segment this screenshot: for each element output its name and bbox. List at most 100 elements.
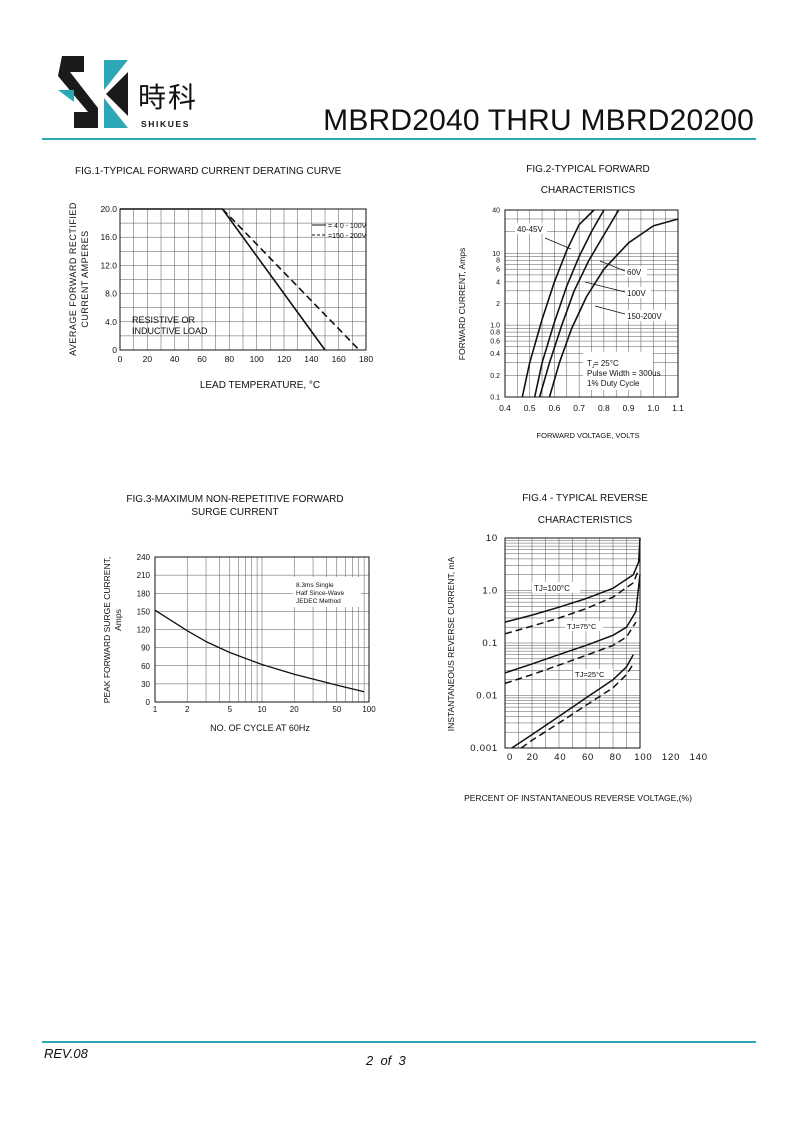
fig2-x-tick-label: 0.5	[524, 403, 536, 413]
fig1-y-tick-label: 20.0	[100, 204, 117, 214]
fig4-x-tick-label: 140	[690, 752, 708, 763]
fig4-series-line-2	[504, 574, 641, 674]
fig2-label-60v: 60V	[627, 268, 642, 277]
fig1-x-tick-label: 80	[225, 354, 235, 364]
fig2-chart: 0.4 0.5 0.6 0.7 0.8 0.9 1.0 1.10.10.20.40.60.81…	[457, 208, 684, 441]
fig2-y-tick-label: 1.0	[490, 323, 500, 330]
fig2-y-tick-label: 0.2	[490, 373, 500, 380]
fig2-ylabel: FORWARD CURRENT, Amps	[457, 248, 467, 360]
fig2-label-100v: 100V	[627, 289, 646, 298]
fig1-x-tick-label: 120	[277, 354, 291, 364]
fig2-series-line-0	[521, 209, 595, 398]
fig2-y-tick-label: 0.6	[490, 339, 500, 346]
footer-rule	[42, 1041, 756, 1043]
fig3-y-tick-label: 210	[137, 571, 151, 580]
fig4-label-25c: TJ=25°C	[575, 670, 605, 679]
company-logo-mark	[58, 56, 128, 128]
fig2-x-tick-label: 0.4	[499, 403, 511, 413]
fig4-series-line-1	[504, 569, 640, 635]
fig1-chart: 0 20 40 60 80 100 120 140 160 180 0 4.0 8.0 12.0 16.0 2…	[68, 202, 373, 391]
fig2-x-tick-label: 0.6	[549, 403, 561, 413]
fig1-title: FIG.1-TYPICAL FORWARD CURRENT DERATING C…	[75, 166, 342, 177]
fig3-y-tick-label: 90	[141, 644, 150, 653]
fig3-y-tick-label: 30	[141, 680, 150, 689]
fig3-y-tick-label: 180	[137, 589, 151, 598]
fig1-x-tick-label: 140	[304, 354, 318, 364]
fig1-y-tick-label: 16.0	[100, 232, 117, 242]
fig4-series-line-3	[504, 621, 637, 685]
fig1-ylabel-line1: AVERAGE FORWARD RECTIFIED	[68, 202, 78, 356]
fig1-legend-solid: = 4 0 - 100V	[328, 223, 367, 230]
fig2-x-tick-label: 0.8	[598, 403, 610, 413]
fig1-x-tick-label: 180	[359, 354, 373, 364]
fig2-label-150-200v: 150-200V	[627, 312, 662, 321]
fig4-y-tick-label: 0.1	[482, 638, 498, 649]
fig4-label-100c: TJ=100°C	[534, 584, 570, 593]
fig2-series-line-1	[533, 209, 605, 398]
fig1-x-tick-label: 20	[143, 354, 153, 364]
fig2-y-tick-label: 0.1	[490, 395, 500, 402]
fig3-legend-line3: JEDEC Method	[296, 598, 341, 605]
fig4-title-line1: FIG.4 - TYPICAL REVERSE	[522, 493, 648, 504]
fig1-y-tick-label: 8.0	[105, 289, 117, 299]
fig3-legend-line1: 8.3ms Single	[296, 582, 334, 589]
fig3-x-tick-label: 1	[153, 705, 158, 714]
page-number: 2 of 3	[366, 1053, 406, 1068]
fig1-xlabel: LEAD TEMPERATURE, °C	[200, 380, 320, 391]
fig3-title-line1: FIG.3-MAXIMUM NON-REPETITIVE FORWARD	[126, 494, 344, 505]
fig1-annotation-line2: INDUCTIVE LOAD	[132, 326, 208, 336]
fig2-y-tick-label: 8	[496, 258, 500, 265]
fig2-x-tick-label: 0.7	[573, 403, 585, 413]
header-rule	[42, 138, 756, 140]
fig3-series-line-0	[154, 609, 365, 693]
fig4-series-line-4	[511, 654, 634, 749]
fig2-y-tick-label: 0.4	[490, 351, 500, 358]
fig2-note-tj-sub: J	[592, 364, 595, 370]
fig1-y-tick-label: 0	[112, 345, 117, 355]
fig3-x-tick-label: 20	[290, 705, 299, 714]
fig2-xlabel: FORWARD VOLTAGE, VOLTS	[537, 431, 640, 440]
revision-label: REV.08	[44, 1046, 88, 1061]
fig3-title-line2: SURGE CURRENT	[191, 507, 279, 518]
fig1-x-tick-label: 0	[118, 354, 123, 364]
fig2-y-tick-label: 4	[496, 279, 500, 286]
fig2-x-tick-label: 0.9	[623, 403, 635, 413]
fig2-note-tj: T = 25°C	[587, 359, 619, 368]
fig1-x-tick-label: 100	[250, 354, 264, 364]
fig2-y-tick-label: 0.8	[490, 330, 500, 337]
fig2-series-line-3	[548, 218, 679, 398]
fig2-x-tick-label: 1.0	[647, 403, 659, 413]
fig3-x-tick-label: 50	[332, 705, 341, 714]
fig4-x-tick-label: 20	[527, 752, 539, 763]
fig4-ylabel: INSTANTANEOUS REVERSE CURRENT, mA	[446, 556, 456, 731]
fig3-y-tick-label: 0	[146, 698, 151, 707]
fig4-y-tick-label: 0.01	[476, 691, 498, 702]
fig4-chart: 0 20 40 60 80 100 120 140 0.001 0.01 0.1 1.0 10 TJ=1…	[446, 533, 708, 803]
fig4-x-tick-label: 60	[582, 752, 594, 763]
fig3-y-tick-label: 120	[137, 626, 151, 635]
fig1-y-tick-label: 12.0	[100, 260, 117, 270]
fig4-xlabel: PERCENT OF INSTANTANEOUS REVERSE VOLTAGE…	[464, 793, 692, 803]
fig1-y-tick-label: 4.0	[105, 317, 117, 327]
page-title: MBRD2040 THRU MBRD20200	[323, 104, 754, 137]
fig3-y-tick-label: 240	[137, 553, 151, 562]
fig2-title-line1: FIG.2-TYPICAL FORWARD	[526, 164, 650, 175]
fig3-xlabel: NO. OF CYCLE AT 60Hz	[210, 723, 310, 733]
logo-chinese-name: 時科	[138, 81, 199, 114]
fig1-x-tick-label: 160	[332, 354, 346, 364]
fig3-x-tick-label: 5	[228, 705, 233, 714]
fig3-y-tick-label: 150	[137, 607, 151, 616]
fig3-ylabel-line2: Amps	[113, 609, 123, 631]
fig3-x-tick-label: 2	[185, 705, 190, 714]
fig3-x-tick-label: 100	[362, 705, 376, 714]
fig3-x-tick-label: 10	[258, 705, 267, 714]
fig3-ylabel-line1: PEAK FORWARD SURGE CURRENT,	[102, 557, 112, 703]
fig3-legend-line2: Half Since-Wave	[296, 590, 345, 597]
fig2-title-line2: CHARACTERISTICS	[540, 185, 636, 196]
fig2-note-duty: 1% Duty Cycle	[587, 379, 640, 388]
fig2-series-line-2	[538, 209, 620, 398]
fig4-title-line2: CHARACTERISTICS	[537, 515, 633, 526]
fig4-series-line-0	[504, 537, 641, 623]
fig2-label-40-45v: 40-45V	[517, 225, 543, 234]
fig1-x-tick-label: 40	[170, 354, 180, 364]
